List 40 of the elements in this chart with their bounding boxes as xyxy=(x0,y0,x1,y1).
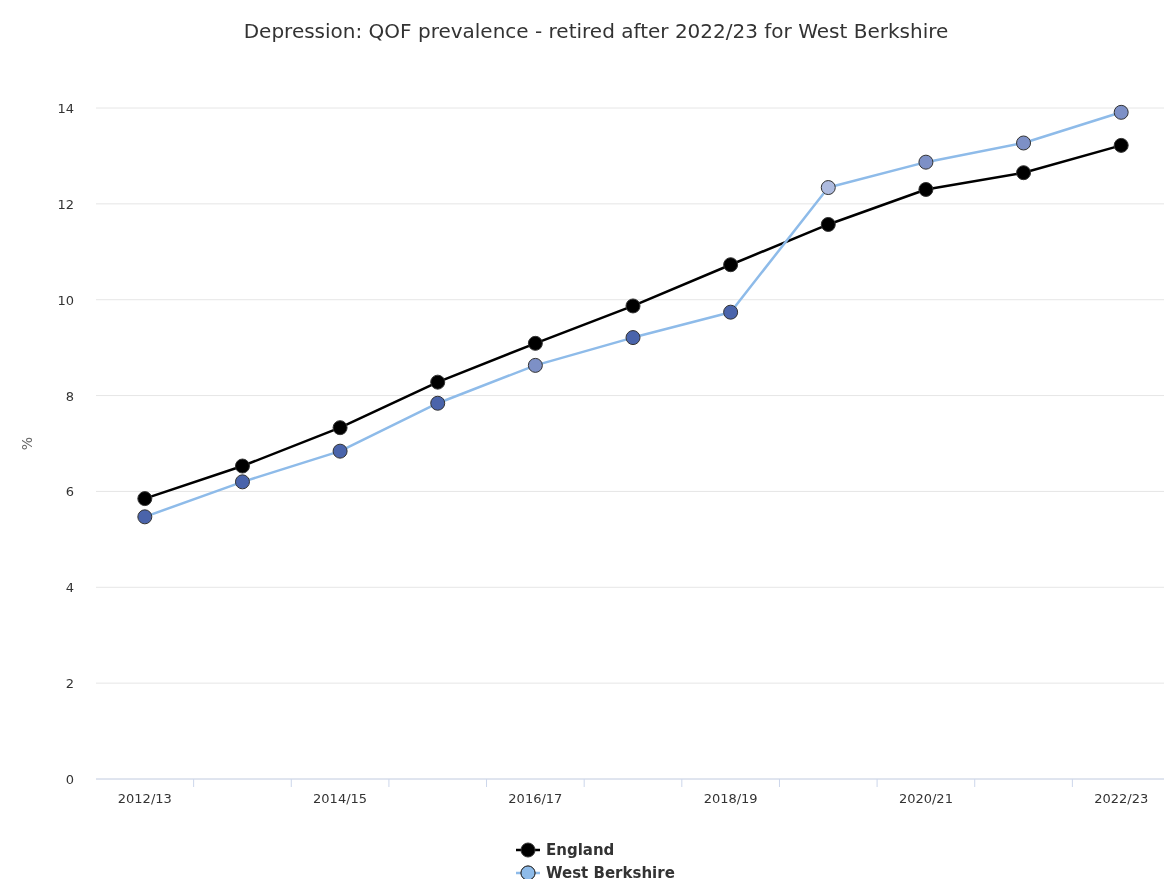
y-tick-label: 0 xyxy=(65,772,74,787)
y-tick-label: 6 xyxy=(65,484,74,500)
y-tick-label: 2 xyxy=(65,676,74,692)
x-tick-label: 2014/15 xyxy=(313,791,368,806)
point xyxy=(332,443,348,459)
y-tick-label: 8 xyxy=(65,388,74,404)
point xyxy=(332,420,348,436)
point xyxy=(723,304,739,320)
point xyxy=(527,357,543,373)
point xyxy=(625,330,641,346)
point xyxy=(1016,165,1032,181)
x-tick-label: 2020/21 xyxy=(898,791,953,806)
x-tick-label: 2016/17 xyxy=(508,791,563,806)
point xyxy=(234,474,250,490)
y-tick-label: 12 xyxy=(57,196,74,212)
point xyxy=(625,298,641,314)
point xyxy=(137,491,153,507)
point xyxy=(137,509,153,525)
point xyxy=(918,154,934,170)
legend-label: West Berkshire xyxy=(546,864,675,879)
point xyxy=(430,395,446,411)
point xyxy=(918,181,934,197)
point xyxy=(1113,137,1129,153)
y-tick-label: 14 xyxy=(57,101,74,116)
point xyxy=(1113,104,1129,120)
x-tick-label: 2018/19 xyxy=(703,791,758,806)
x-tick-label: 2022/23 xyxy=(1094,791,1149,806)
point xyxy=(430,374,446,390)
x-tick-label: 2012/13 xyxy=(117,791,172,806)
point xyxy=(1016,135,1032,151)
point xyxy=(820,216,836,232)
point xyxy=(723,257,739,273)
point xyxy=(527,335,543,351)
chart-title: Depression: QOF prevalence - retired after 2022/23 for West Berkshire xyxy=(243,19,949,43)
point xyxy=(820,180,836,196)
y-tick-label: 10 xyxy=(57,292,74,308)
y-tick-label: 4 xyxy=(65,580,74,596)
legend-label: England xyxy=(546,841,615,859)
y-axis-title: % xyxy=(19,436,35,451)
point xyxy=(234,458,250,474)
